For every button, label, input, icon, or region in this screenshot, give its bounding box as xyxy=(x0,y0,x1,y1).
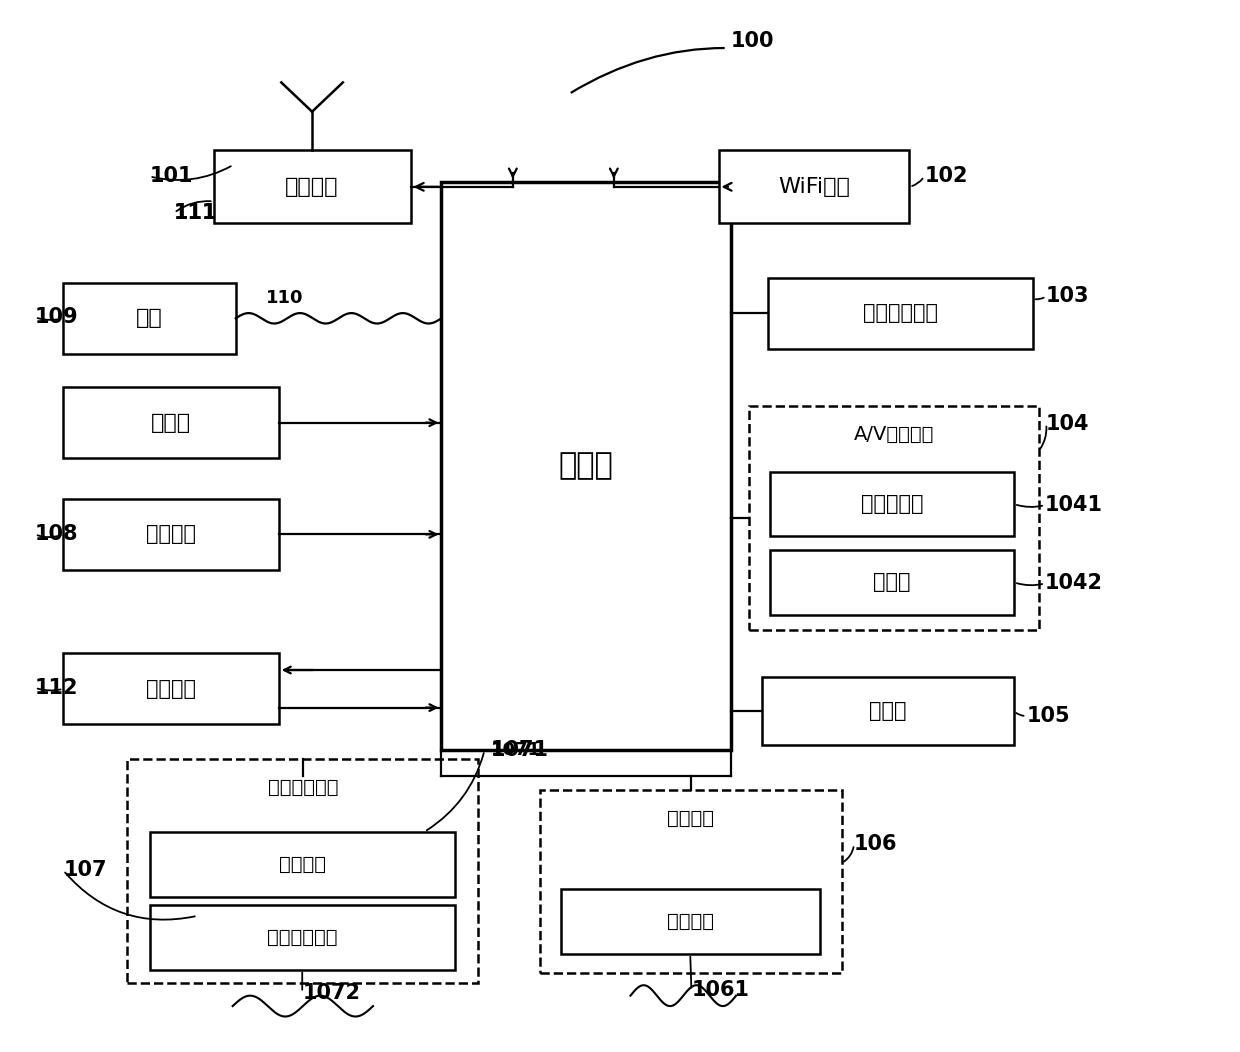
Bar xyxy=(768,278,1033,348)
Bar xyxy=(749,406,1039,630)
Text: 1071: 1071 xyxy=(491,741,548,761)
Text: 105: 105 xyxy=(1027,706,1070,726)
Bar xyxy=(770,471,1014,537)
Text: 1071: 1071 xyxy=(491,742,541,760)
Text: 107: 107 xyxy=(63,861,107,881)
Text: 图形处理器: 图形处理器 xyxy=(861,494,924,514)
Text: 103: 103 xyxy=(1047,286,1090,306)
Text: 蓝牙模块: 蓝牙模块 xyxy=(146,679,196,699)
Text: 射频单元: 射频单元 xyxy=(285,177,339,197)
Text: 104: 104 xyxy=(1047,413,1090,433)
Text: 触控面板: 触控面板 xyxy=(279,854,326,873)
Bar xyxy=(63,499,279,570)
Bar xyxy=(213,150,410,223)
Text: 电源: 电源 xyxy=(136,308,162,328)
Text: 显示单元: 显示单元 xyxy=(667,809,714,828)
Bar xyxy=(63,653,279,724)
Bar xyxy=(63,387,279,459)
Text: 110: 110 xyxy=(267,289,304,307)
Text: 用户输入单元: 用户输入单元 xyxy=(268,777,339,796)
Bar xyxy=(150,905,455,970)
Text: 1041: 1041 xyxy=(1045,495,1102,515)
Text: 1061: 1061 xyxy=(692,980,749,1000)
Text: 1072: 1072 xyxy=(303,983,361,1003)
Text: 108: 108 xyxy=(35,524,78,544)
Text: 处理器: 处理器 xyxy=(559,451,614,481)
Text: 传感器: 传感器 xyxy=(869,702,906,722)
Bar xyxy=(560,889,820,954)
Text: 111: 111 xyxy=(174,203,218,223)
Bar xyxy=(539,790,842,973)
Bar xyxy=(770,550,1014,614)
Bar xyxy=(63,283,236,353)
Text: 106: 106 xyxy=(854,834,898,854)
Text: 109: 109 xyxy=(35,307,78,327)
Text: 麦克风: 麦克风 xyxy=(873,572,911,592)
Text: 102: 102 xyxy=(924,166,967,186)
Bar xyxy=(718,150,909,223)
Text: 显示面板: 显示面板 xyxy=(667,912,714,931)
Text: 音频输出单元: 音频输出单元 xyxy=(863,303,937,323)
Text: 1042: 1042 xyxy=(1045,573,1102,593)
Text: A/V输入单元: A/V输入单元 xyxy=(854,425,934,444)
Bar xyxy=(128,758,479,984)
Text: 接口单元: 接口单元 xyxy=(146,524,196,544)
Bar xyxy=(441,182,730,750)
Text: 111: 111 xyxy=(174,203,218,223)
Text: 100: 100 xyxy=(730,31,774,50)
Text: 其他输入设备: 其他输入设备 xyxy=(267,928,337,947)
Bar xyxy=(150,832,455,896)
Bar xyxy=(761,677,1014,745)
Text: 112: 112 xyxy=(35,677,78,697)
Text: WiFi模块: WiFi模块 xyxy=(777,177,849,197)
Text: 101: 101 xyxy=(150,166,193,186)
Text: 存储器: 存储器 xyxy=(151,412,191,432)
